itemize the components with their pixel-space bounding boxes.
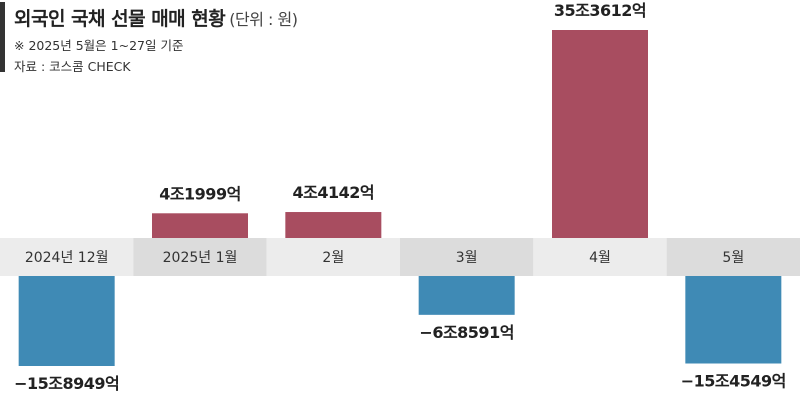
bar-value-label: 35조3612억 (554, 1, 646, 20)
bar (418, 276, 515, 315)
bar-value-label: 4조4142억 (293, 183, 375, 202)
unit-label: (단위 : 원) (229, 10, 298, 29)
chart-title-text: 외국인 국채 선물 매매 현황 (14, 8, 226, 30)
category-label: 4월 (589, 250, 611, 266)
category-label: 5월 (722, 250, 744, 266)
category-band (266, 238, 400, 276)
category-bands (0, 238, 800, 276)
source-label: 자료 : 코스콤 CHECK (14, 59, 131, 74)
category-label: 2월 (322, 250, 344, 266)
bar (152, 213, 248, 238)
category-label: 3월 (456, 250, 478, 266)
bars (18, 30, 782, 366)
chart-header: 외국인 국채 선물 매매 현황 (단위 : 원) ※ 2025년 5월은 1~27… (0, 0, 400, 80)
category-band (666, 238, 800, 276)
bar (285, 212, 382, 238)
bar-value-label: 4조1999억 (159, 184, 241, 203)
category-label: 2025년 1월 (163, 250, 238, 266)
bar-value-label: −6조8591억 (419, 323, 514, 342)
category-label: 2024년 12월 (25, 250, 109, 266)
bar-value-label: −15조8949억 (14, 374, 119, 393)
title-accent-bar (0, 2, 5, 72)
category-labels: 2024년 12월 2025년 1월 2월 3월 4월 5월 (25, 250, 744, 266)
bar-value-label: −15조4549억 (681, 372, 786, 391)
bar (18, 276, 115, 366)
bar (685, 276, 782, 364)
chart-title: 외국인 국채 선물 매매 현황 (단위 : 원) (14, 4, 298, 31)
category-band (0, 238, 134, 276)
footnote: ※ 2025년 5월은 1~27일 기준 (14, 38, 184, 53)
category-band (133, 238, 267, 276)
bar (552, 30, 648, 238)
category-band (400, 238, 534, 276)
category-band (533, 238, 667, 276)
value-labels: −15조8949억 4조1999억 4조4142억 −6조8591억 35조3612억 −… (14, 1, 786, 393)
